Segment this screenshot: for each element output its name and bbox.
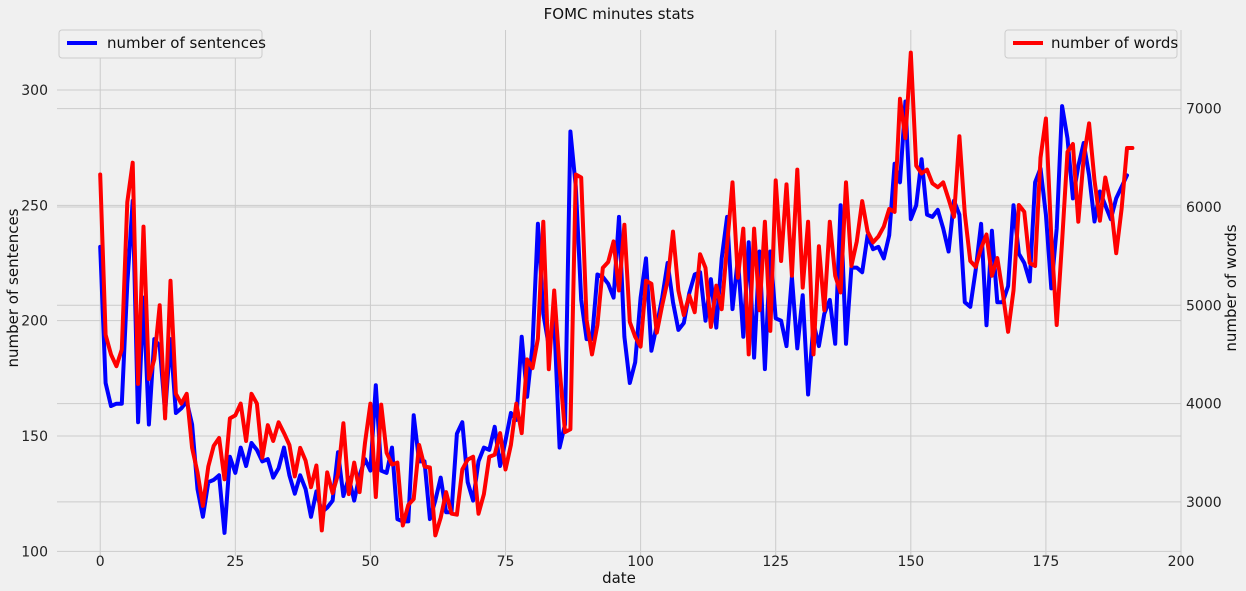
grid <box>57 30 1182 556</box>
x-tick-label: 25 <box>226 554 244 570</box>
y-left-tick-label: 250 <box>21 198 48 214</box>
x-tick-label: 50 <box>362 554 380 570</box>
plot-area <box>57 30 1181 556</box>
x-axis-label: date <box>602 569 636 587</box>
x-tick-label: 0 <box>96 554 105 570</box>
x-tick-label: 75 <box>497 554 515 570</box>
y-left-tick-label: 150 <box>21 429 48 445</box>
y-left-tick-label: 200 <box>21 314 48 330</box>
y-right-tick-label: 4000 <box>1186 397 1222 413</box>
x-tick-label: 175 <box>1033 554 1060 570</box>
tick-labels: 0 25 50 75 100 125 150 175 200 100 150 200 250 300 300… <box>21 83 1221 570</box>
legend-right-label: number of words <box>1051 34 1178 52</box>
chart-title: FOMC minutes stats <box>544 5 695 23</box>
y-right-tick-label: 7000 <box>1186 102 1222 118</box>
legend-right: number of words <box>1004 29 1178 59</box>
legend-right-box <box>1004 29 1178 59</box>
legend-left-label: number of sentences <box>107 34 266 52</box>
y-axis-left-label: number of sentences <box>4 208 22 367</box>
legend-left-box <box>58 29 263 59</box>
y-right-tick-label: 5000 <box>1186 298 1222 314</box>
y-right-tick-label: 3000 <box>1186 495 1222 511</box>
x-tick-label: 125 <box>762 554 789 570</box>
x-tick-label: 100 <box>627 554 654 570</box>
y-right-tick-label: 6000 <box>1186 200 1222 216</box>
legend-left: number of sentences <box>58 29 266 59</box>
x-tick-label: 150 <box>897 554 924 570</box>
y-left-tick-label: 100 <box>21 544 48 560</box>
y-left-tick-label: 300 <box>21 83 48 99</box>
y-axis-right-label: number of words <box>1222 224 1240 351</box>
series-line-words <box>98 50 1135 538</box>
x-tick-label: 200 <box>1168 554 1195 570</box>
series-lines <box>98 50 1135 538</box>
